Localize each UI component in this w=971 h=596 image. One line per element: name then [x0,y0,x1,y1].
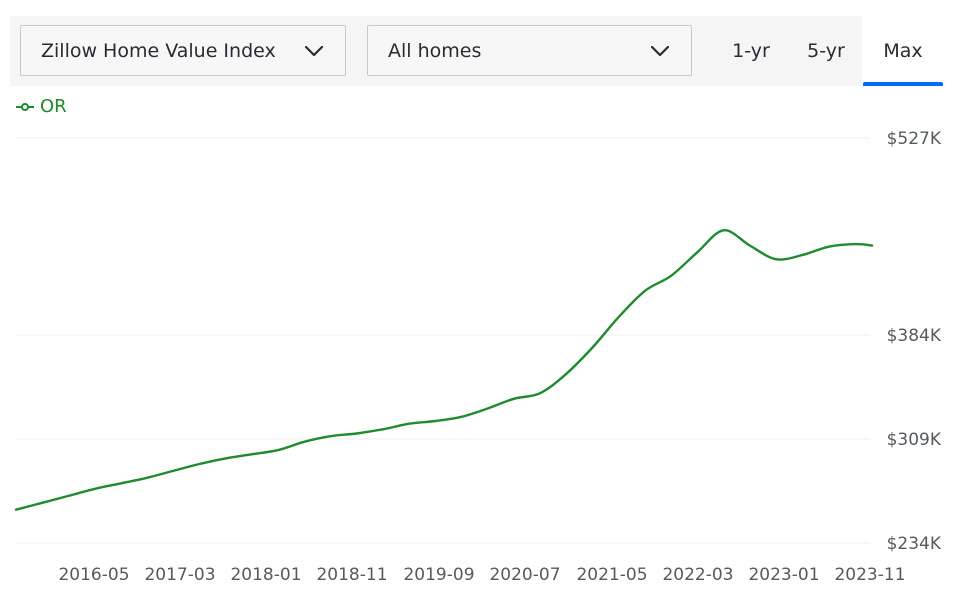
grid-lines [16,137,870,544]
metric-dropdown-label: Zillow Home Value Index [41,39,276,62]
x-axis-ticks: 2016-05 2017-03 2018-01 2018-11 2019-09 2020-… [58,565,905,585]
legend-label: OR [40,96,67,117]
x-tick-label: 2019-09 [403,565,474,585]
tab-max[interactable]: Max [863,16,943,86]
x-tick-label: 2017-03 [144,565,215,585]
series-group [14,229,874,511]
x-tick-label: 2018-11 [316,565,387,585]
tab-max-label: Max [883,40,923,62]
tab-5yr[interactable]: 5-yr [807,40,845,62]
y-tick-label: $527K [887,129,942,149]
x-tick-label: 2016-05 [58,565,129,585]
y-tick-label: $384K [887,326,942,346]
x-tick-label: 2021-05 [576,565,647,585]
x-tick-label: 2023-11 [834,565,905,585]
y-axis-ticks: $234K $309K $384K $527K [887,129,942,554]
y-tick-label: $309K [887,430,942,450]
chart-controls: Zillow Home Value Index All homes 1-yr 5… [0,16,951,86]
x-tick-label: 2022-03 [662,565,733,585]
x-tick-label: 2020-07 [489,565,560,585]
x-tick-label: 2018-01 [230,565,301,585]
active-tab-indicator [863,82,943,86]
legend-line-marker-icon [16,102,34,111]
x-tick-label: 2023-01 [748,565,819,585]
home-type-dropdown-label: All homes [388,39,482,62]
chart-legend[interactable]: OR [16,96,67,117]
tab-1yr[interactable]: 1-yr [732,40,770,62]
chevron-down-icon [303,40,325,62]
chevron-down-icon [649,40,671,62]
series-line-or[interactable] [14,229,874,511]
y-tick-label: $234K [887,534,942,554]
metric-dropdown[interactable]: Zillow Home Value Index [20,25,346,76]
home-type-dropdown[interactable]: All homes [367,25,692,76]
